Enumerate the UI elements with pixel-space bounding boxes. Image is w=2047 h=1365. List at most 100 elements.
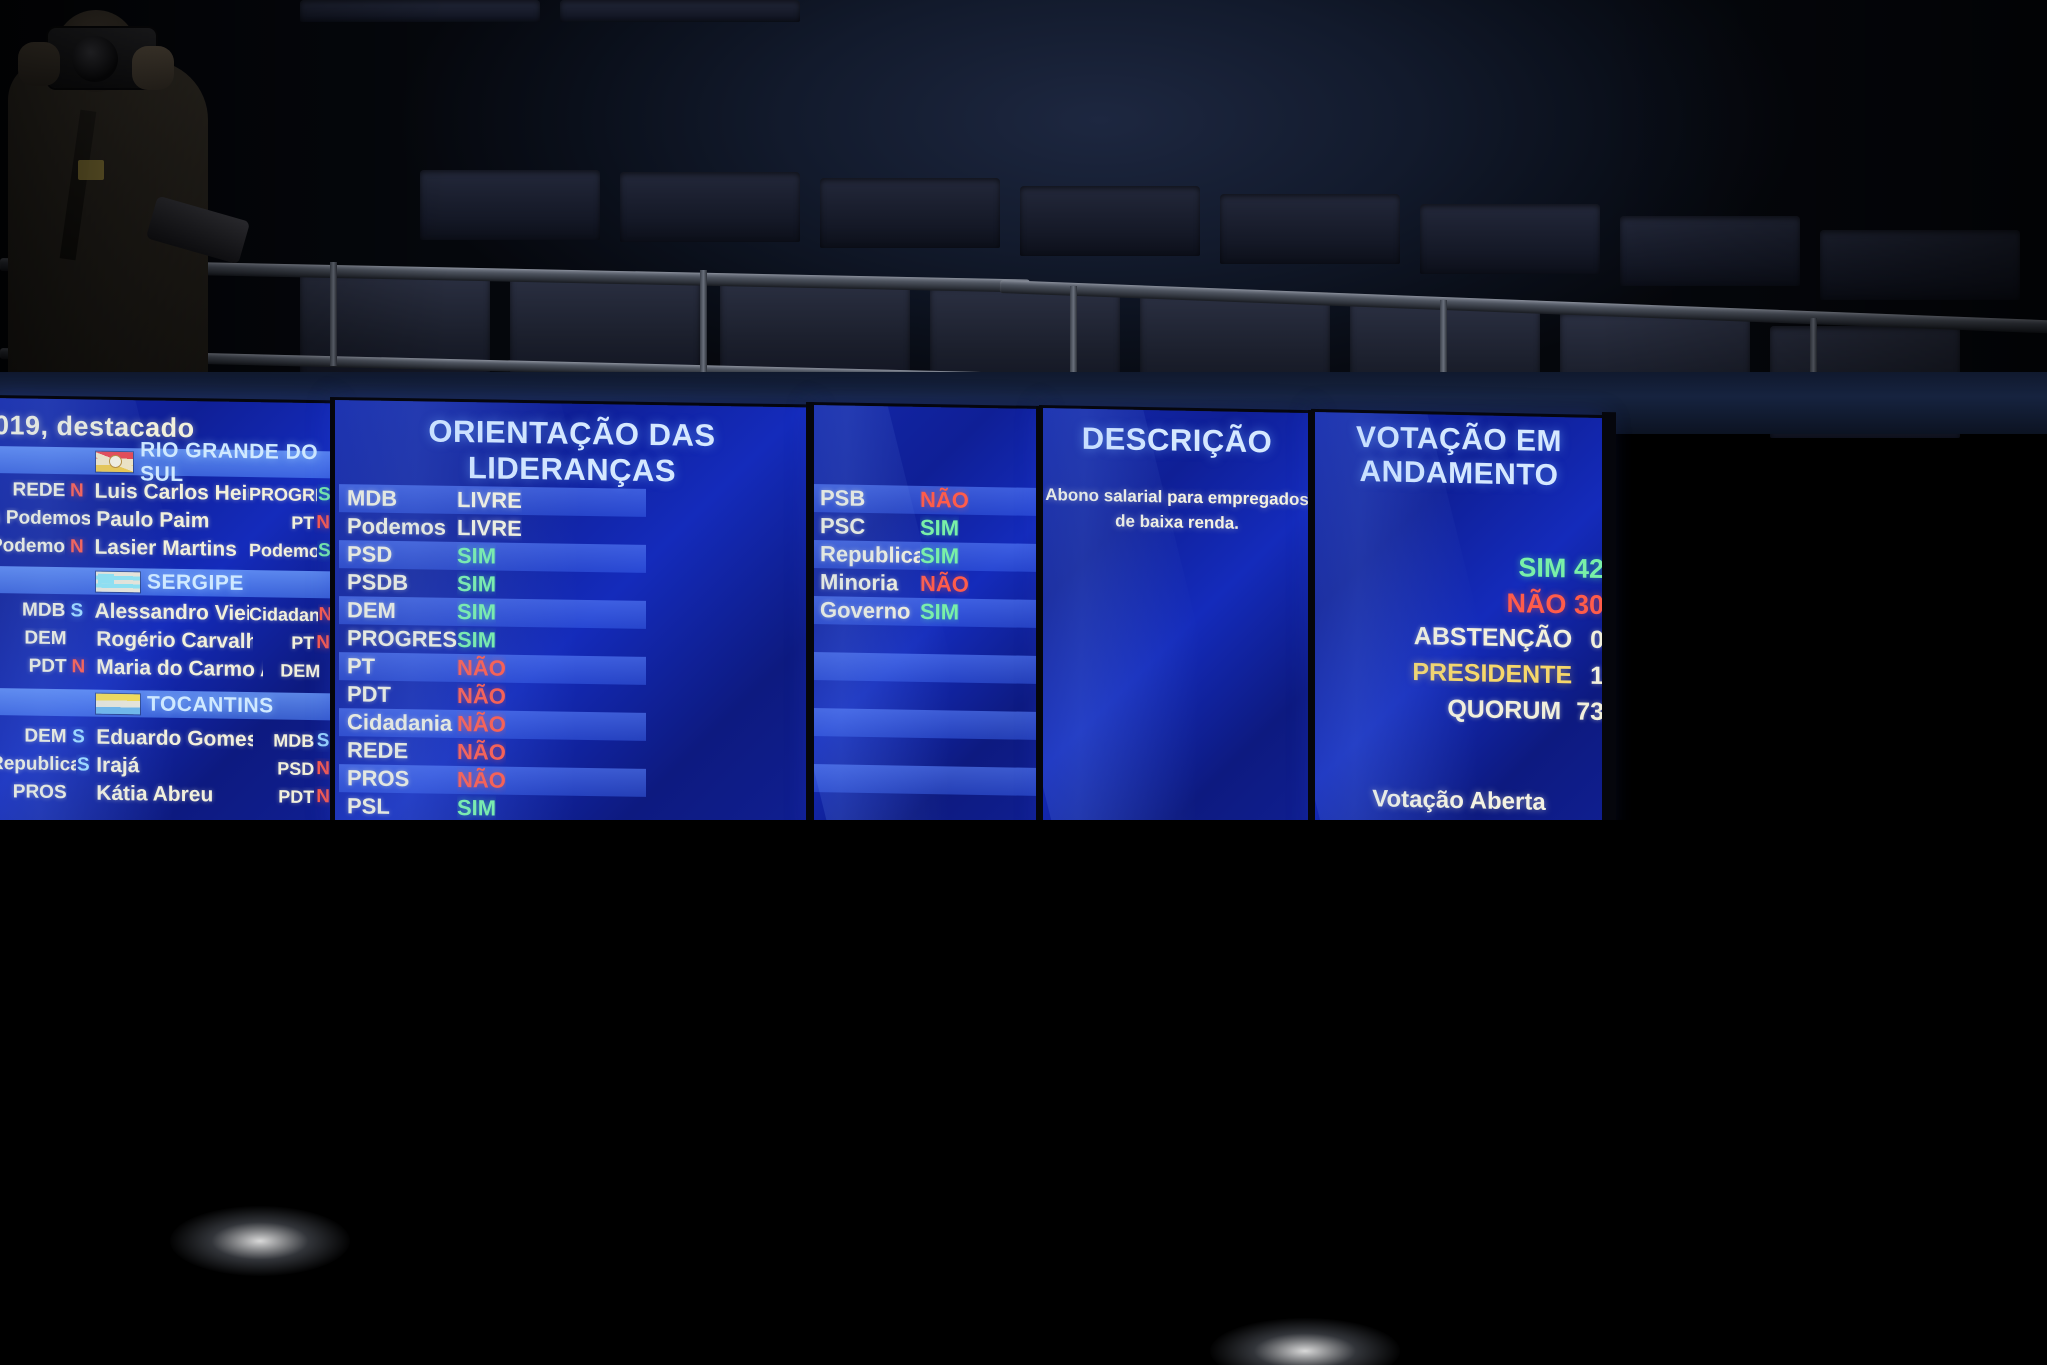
party-name: Governo bbox=[820, 597, 911, 624]
senator-left-party: DEM bbox=[24, 725, 67, 748]
state-name: SERGIPE bbox=[147, 569, 244, 595]
state-header-to: TOCANTINS bbox=[0, 688, 332, 721]
tally-abstencao: ABSTENÇÃO 0 bbox=[1314, 620, 1604, 656]
senator-left-party: DEM bbox=[24, 627, 67, 650]
party-name: PSDB bbox=[347, 569, 409, 596]
panel-seam bbox=[1308, 410, 1315, 837]
panel-seam bbox=[1036, 406, 1043, 833]
senator-name: Luis Carlos Heinze bbox=[94, 479, 249, 506]
party-vote: NÃO bbox=[457, 766, 506, 793]
senator-left-party: Podemos bbox=[0, 535, 66, 558]
description-title: DESCRIÇÃO bbox=[1081, 420, 1273, 460]
panel-result: VOTAÇÃO EM ANDAMENTO SIM 42 NÃO 30 ABSTE… bbox=[1314, 412, 1604, 844]
senator-name: Irajá bbox=[96, 753, 140, 778]
party-name: PROS bbox=[347, 765, 410, 792]
party-name: REDE bbox=[347, 737, 409, 764]
result-title-line-1: VOTAÇÃO EM bbox=[1355, 420, 1563, 459]
tally-quorum: QUORUM 73 bbox=[1314, 692, 1604, 728]
party-name: PSB bbox=[820, 485, 866, 511]
party-name: PT bbox=[347, 653, 376, 679]
senator-left-party: Republica bbox=[0, 753, 77, 776]
party-name: Podemos bbox=[347, 513, 447, 540]
senator-left-vote: N bbox=[71, 656, 86, 678]
state-header-se: SERGIPE bbox=[0, 566, 332, 599]
party-vote: NÃO bbox=[457, 738, 506, 765]
party-vote: SIM bbox=[457, 542, 497, 569]
senator-right-party: PT bbox=[291, 512, 315, 533]
senator-left-vote: S bbox=[76, 754, 90, 776]
party-name: DEM bbox=[347, 597, 396, 623]
senator-name: Lasier Martins bbox=[94, 535, 237, 561]
party-vote: SIM bbox=[457, 626, 497, 653]
tally-sim-label: SIM bbox=[1518, 552, 1567, 584]
senator-name: Alessandro Vieira bbox=[94, 599, 249, 626]
senator-name: Paulo Paim bbox=[96, 507, 210, 533]
tally-nao-value: 30 bbox=[1573, 589, 1604, 621]
tally-nao-label: NÃO bbox=[1506, 588, 1567, 620]
tally-presidente: PRESIDENTE 1 bbox=[1314, 656, 1604, 692]
panel-roll-call: 019, destacado RIO GRANDE DO SUL REDE N … bbox=[0, 398, 332, 826]
panel-seam bbox=[330, 398, 335, 824]
senator-right-party: DEM bbox=[280, 660, 321, 681]
flag-tocantins-icon bbox=[96, 693, 140, 714]
tally-sim-value: 42 bbox=[1573, 553, 1604, 585]
senator-name: Eduardo Gomes bbox=[96, 725, 254, 752]
senator-left-vote: N bbox=[70, 536, 84, 558]
senator-right-party: Podemos bbox=[248, 539, 317, 561]
result-title-line-2: ANDAMENTO bbox=[1359, 454, 1559, 492]
panel-seam bbox=[806, 402, 814, 829]
senator-right-party: PT bbox=[291, 632, 315, 653]
state-header-rs: RIO GRANDE DO SUL bbox=[0, 438, 332, 486]
party-name: Republica bbox=[820, 541, 920, 568]
floor-light-reflection bbox=[170, 1206, 350, 1276]
tally-sim: SIM 42 bbox=[1314, 548, 1604, 586]
party-vote: NÃO bbox=[457, 682, 506, 709]
senator-right-party: PROGRES bbox=[248, 483, 317, 505]
description-line-2: de baixa renda. bbox=[1115, 511, 1239, 533]
tally-presidente-label: PRESIDENTE bbox=[1412, 658, 1573, 690]
panel-orientation: ORIENTAÇÃO DAS LIDERANÇAS MDB LIVRE Pode… bbox=[333, 400, 811, 836]
party-vote: NÃO bbox=[920, 486, 969, 513]
party-vote: NÃO bbox=[457, 654, 506, 681]
party-name: PSC bbox=[820, 513, 866, 539]
senator-left-vote: S bbox=[72, 726, 85, 748]
senator-left-party: s Podemos bbox=[0, 507, 91, 530]
senator-name: Kátia Abreu bbox=[96, 781, 214, 807]
party-name: PSD bbox=[347, 541, 393, 567]
floor-light-reflection bbox=[1210, 1318, 1400, 1365]
floor bbox=[0, 820, 2047, 1365]
senator-right-party: PSD bbox=[277, 758, 315, 779]
orientation-title: ORIENTAÇÃO DAS LIDERANÇAS bbox=[428, 413, 716, 489]
tally-quorum-value: 73 bbox=[1576, 697, 1604, 727]
party-vote: NÃO bbox=[457, 710, 506, 737]
party-vote: LIVRE bbox=[457, 514, 522, 541]
party-vote: SIM bbox=[920, 514, 960, 541]
senator-right-party: Cidadania bbox=[248, 603, 319, 625]
senator-name: Rogério Carvalho bbox=[96, 627, 254, 654]
panel-description: DESCRIÇÃO Abono salarial para empregados… bbox=[1042, 408, 1312, 839]
senator-left-party: PROS bbox=[12, 781, 67, 804]
senator-left-vote: S bbox=[70, 600, 84, 622]
party-vote: SIM bbox=[920, 542, 960, 569]
party-vote: LIVRE bbox=[457, 486, 522, 513]
senator-right-party: MDB bbox=[273, 729, 315, 751]
party-name: MDB bbox=[347, 485, 398, 512]
party-vote: SIM bbox=[457, 598, 497, 625]
senator-left-vote: N bbox=[70, 480, 84, 502]
party-name: PSL bbox=[347, 793, 390, 819]
panel-edge bbox=[1602, 412, 1616, 833]
voting-status: Votação Aberta bbox=[1372, 785, 1546, 816]
party-name: Cidadania bbox=[347, 709, 453, 736]
senator-left-party: PDT bbox=[28, 655, 67, 678]
tally-quorum-label: QUORUM bbox=[1447, 694, 1562, 726]
tally-abstencao-label: ABSTENÇÃO bbox=[1413, 622, 1573, 654]
tally-nao: NÃO 30 bbox=[1314, 584, 1604, 622]
flag-sergipe-icon bbox=[96, 571, 140, 592]
description-line-1: Abono salarial para empregados bbox=[1045, 485, 1309, 510]
party-name: PROGRES bbox=[347, 625, 457, 652]
senator-left-party: MDB bbox=[22, 599, 66, 622]
panel-orientation-column-b: PSB NÃO PSC SIM Republica SIM Minoria NÃ… bbox=[812, 405, 1040, 834]
party-vote: NÃO bbox=[920, 570, 969, 597]
flag-rio-grande-do-sul-icon bbox=[96, 451, 134, 472]
